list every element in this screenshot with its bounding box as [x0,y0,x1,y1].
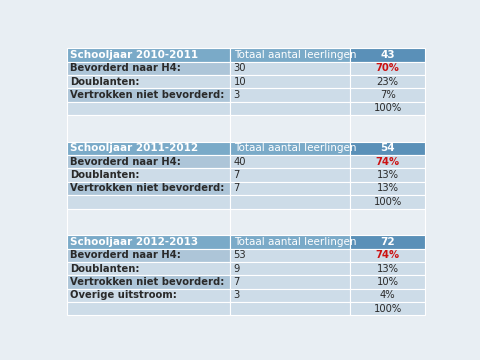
Bar [350,62,425,75]
Text: Doublanten:: Doublanten: [71,77,140,87]
Text: Vertrokken niet bevorderd:: Vertrokken niet bevorderd: [71,277,225,287]
Text: Bevorderd naar H4:: Bevorderd naar H4: [71,250,181,260]
Text: 74%: 74% [375,250,400,260]
Text: 3: 3 [234,90,240,100]
Text: 9: 9 [234,264,240,274]
Bar [67,262,230,275]
Bar [67,48,230,62]
Text: Doublanten:: Doublanten: [71,264,140,274]
Text: Schooljaar 2012-2013: Schooljaar 2012-2013 [71,237,199,247]
Bar [67,115,230,142]
Text: 13%: 13% [377,184,399,193]
Bar [350,75,425,88]
Bar [350,208,425,235]
Bar [350,289,425,302]
Bar [67,195,230,208]
Bar [67,249,230,262]
Bar [230,249,350,262]
Bar [67,75,230,88]
Bar [350,182,425,195]
Bar [230,208,350,235]
Bar [230,168,350,182]
Bar [350,48,425,62]
Bar [350,142,425,155]
Text: 74%: 74% [375,157,400,167]
Bar [350,115,425,142]
Text: Vertrokken niet bevorderd:: Vertrokken niet bevorderd: [71,90,225,100]
Bar [230,115,350,142]
Bar [67,155,230,168]
Text: Schooljaar 2010-2011: Schooljaar 2010-2011 [71,50,199,60]
Text: 54: 54 [380,143,395,153]
Text: Overige uitstroom:: Overige uitstroom: [71,291,177,300]
Text: 100%: 100% [373,197,402,207]
Text: 7: 7 [234,277,240,287]
Bar [230,275,350,289]
Text: Totaal aantal leerlingen: Totaal aantal leerlingen [234,50,356,60]
Text: Bevorderd naar H4:: Bevorderd naar H4: [71,63,181,73]
Text: 53: 53 [234,250,246,260]
Text: 13%: 13% [377,264,399,274]
Text: Totaal aantal leerlingen: Totaal aantal leerlingen [234,143,356,153]
Bar [350,168,425,182]
Bar [230,235,350,249]
Bar [230,262,350,275]
Bar [67,142,230,155]
Bar [230,195,350,208]
Bar [230,75,350,88]
Text: 10%: 10% [377,277,399,287]
Bar [350,275,425,289]
Text: Bevorderd naar H4:: Bevorderd naar H4: [71,157,181,167]
Bar [230,302,350,315]
Text: Vertrokken niet bevorderd:: Vertrokken niet bevorderd: [71,184,225,193]
Text: 100%: 100% [373,103,402,113]
Bar [230,142,350,155]
Bar [350,249,425,262]
Text: 100%: 100% [373,304,402,314]
Text: 40: 40 [234,157,246,167]
Bar [67,62,230,75]
Text: 10: 10 [234,77,246,87]
Bar [350,302,425,315]
Bar [230,289,350,302]
Bar [230,182,350,195]
Text: 7: 7 [234,184,240,193]
Bar [230,62,350,75]
Bar [67,275,230,289]
Bar [67,208,230,235]
Text: Schooljaar 2011-2012: Schooljaar 2011-2012 [71,143,199,153]
Bar [350,88,425,102]
Text: Doublanten:: Doublanten: [71,170,140,180]
Bar [350,262,425,275]
Bar [67,289,230,302]
Bar [350,102,425,115]
Bar [67,235,230,249]
Text: 13%: 13% [377,170,399,180]
Text: 72: 72 [380,237,395,247]
Bar [350,155,425,168]
Text: 30: 30 [234,63,246,73]
Text: 23%: 23% [377,77,399,87]
Text: Totaal aantal leerlingen: Totaal aantal leerlingen [234,237,356,247]
Bar [67,102,230,115]
Text: 4%: 4% [380,291,396,300]
Text: 7%: 7% [380,90,396,100]
Text: 3: 3 [234,291,240,300]
Bar [230,102,350,115]
Bar [67,168,230,182]
Text: 43: 43 [380,50,395,60]
Text: 7: 7 [234,170,240,180]
Bar [350,235,425,249]
Text: 70%: 70% [376,63,399,73]
Bar [230,88,350,102]
Bar [350,195,425,208]
Bar [67,88,230,102]
Bar [230,48,350,62]
Bar [230,155,350,168]
Bar [67,302,230,315]
Bar [67,182,230,195]
